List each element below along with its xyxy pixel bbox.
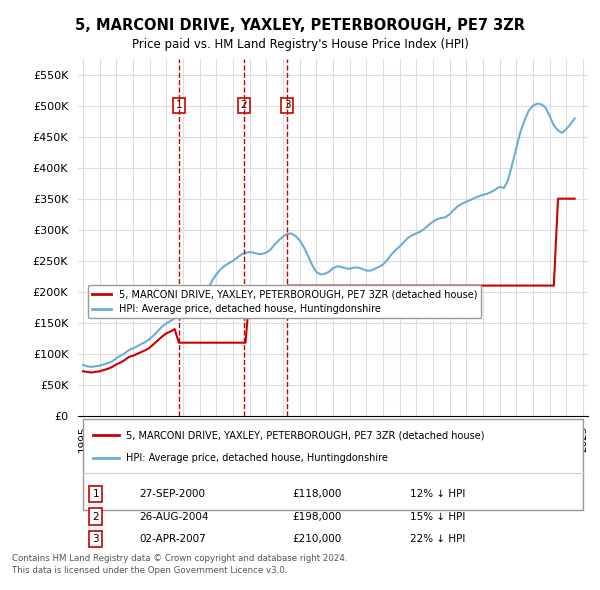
FancyBboxPatch shape: [83, 419, 583, 510]
Text: 5, MARCONI DRIVE, YAXLEY, PETERBOROUGH, PE7 3ZR: 5, MARCONI DRIVE, YAXLEY, PETERBOROUGH, …: [75, 18, 525, 32]
Text: 1: 1: [176, 100, 182, 110]
Text: 12% ↓ HPI: 12% ↓ HPI: [409, 489, 465, 499]
Text: 3: 3: [284, 100, 290, 110]
Text: £210,000: £210,000: [292, 535, 341, 544]
Text: HPI: Average price, detached house, Huntingdonshire: HPI: Average price, detached house, Hunt…: [127, 453, 388, 463]
Text: Price paid vs. HM Land Registry's House Price Index (HPI): Price paid vs. HM Land Registry's House …: [131, 38, 469, 51]
Text: Contains HM Land Registry data © Crown copyright and database right 2024.
This d: Contains HM Land Registry data © Crown c…: [12, 554, 347, 575]
Text: 02-APR-2007: 02-APR-2007: [139, 535, 206, 544]
Text: 27-SEP-2000: 27-SEP-2000: [139, 489, 205, 499]
Text: 22% ↓ HPI: 22% ↓ HPI: [409, 535, 465, 544]
Text: 2: 2: [241, 100, 247, 110]
Text: 3: 3: [92, 535, 99, 544]
Text: 2: 2: [92, 512, 99, 522]
Text: £118,000: £118,000: [292, 489, 341, 499]
Text: £198,000: £198,000: [292, 512, 341, 522]
Text: 1: 1: [92, 489, 99, 499]
Text: 5, MARCONI DRIVE, YAXLEY, PETERBOROUGH, PE7 3ZR (detached house): 5, MARCONI DRIVE, YAXLEY, PETERBOROUGH, …: [127, 431, 485, 440]
Text: 26-AUG-2004: 26-AUG-2004: [139, 512, 209, 522]
Legend: 5, MARCONI DRIVE, YAXLEY, PETERBOROUGH, PE7 3ZR (detached house), HPI: Average p: 5, MARCONI DRIVE, YAXLEY, PETERBOROUGH, …: [88, 285, 481, 318]
Text: 15% ↓ HPI: 15% ↓ HPI: [409, 512, 465, 522]
